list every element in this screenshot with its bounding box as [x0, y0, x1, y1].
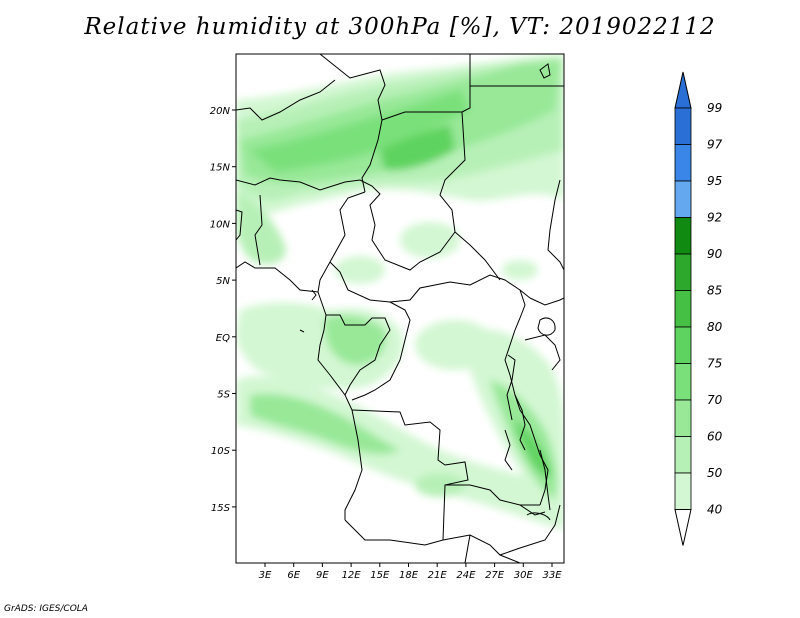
- lat-label: 15N: [210, 163, 231, 174]
- colorbar-segment: [674, 326, 692, 364]
- lon-label: 9E: [316, 570, 329, 581]
- humidity-field: [236, 54, 564, 530]
- lat-label: 10N: [210, 219, 231, 230]
- colorbar-segment: [674, 107, 692, 145]
- country-borders: [236, 54, 564, 563]
- lat-label: 10S: [211, 446, 231, 457]
- colorbar: 99 97 95 92 90 85 80 75 70 60 50 40: [674, 71, 723, 546]
- colorbar-segment: [674, 472, 692, 510]
- lon-label: 33E: [542, 570, 562, 581]
- colorbar-segment: [674, 144, 692, 182]
- longitude-axis: 3E 6E 9E 12E 15E 18E 21E 24E 27E 30E 33E: [259, 563, 562, 581]
- lon-label: 3E: [259, 570, 272, 581]
- lat-label: EQ: [216, 333, 230, 344]
- colorbar-label: 80: [707, 320, 723, 334]
- colorbar-label: 70: [707, 393, 723, 407]
- colorbar-label: 92: [707, 211, 722, 225]
- lon-label: 21E: [428, 570, 448, 581]
- lon-label: 12E: [342, 570, 362, 581]
- colorbar-label: 60: [707, 430, 723, 444]
- chart-title: Relative humidity at 300hPa [%], VT: 201…: [84, 14, 716, 40]
- lon-label: 6E: [287, 570, 300, 581]
- colorbar-bottom-arrow: [674, 509, 692, 546]
- colorbar-label: 50: [707, 466, 723, 480]
- colorbar-top-arrow: [674, 71, 692, 109]
- colorbar-label: 95: [707, 174, 722, 188]
- map-frame: [235, 53, 565, 564]
- lon-label: 18E: [399, 570, 419, 581]
- colorbar-label: 75: [707, 357, 722, 371]
- colorbar-segment: [674, 436, 692, 474]
- lat-label: 5S: [217, 390, 230, 401]
- colorbar-segment: [674, 363, 692, 401]
- colorbar-label: 85: [707, 284, 722, 298]
- colorbar-segment: [674, 180, 692, 218]
- colorbar-segment: [674, 399, 692, 437]
- colorbar-label: 90: [707, 247, 723, 261]
- colorbar-segment: [674, 253, 692, 291]
- lon-label: 30E: [514, 570, 534, 581]
- lat-label: 20N: [210, 106, 231, 117]
- latitude-axis: 20N 15N 10N 5N EQ 5S 10S 15S: [210, 106, 236, 514]
- lon-label: 24E: [456, 570, 476, 581]
- lat-label: 5N: [216, 276, 230, 287]
- lon-label: 15E: [370, 570, 390, 581]
- colorbar-label: 99: [707, 101, 722, 115]
- colorbar-segment: [674, 290, 692, 328]
- colorbar-segment: [674, 217, 692, 255]
- lat-label: 15S: [211, 503, 231, 514]
- colorbar-label: 40: [707, 503, 723, 517]
- grads-credit: GrADS: IGES/COLA: [4, 604, 88, 614]
- lon-label: 27E: [485, 570, 505, 581]
- colorbar-label: 97: [707, 138, 723, 152]
